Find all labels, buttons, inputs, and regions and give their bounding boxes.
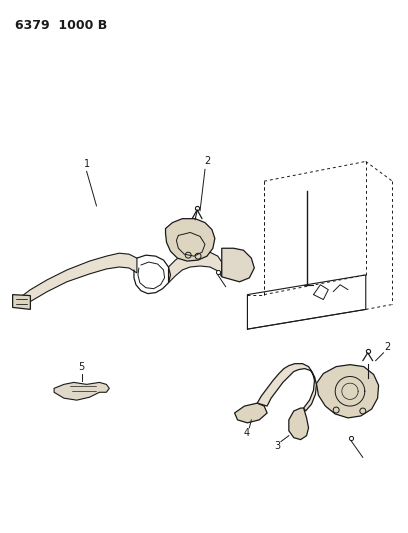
Polygon shape — [235, 403, 267, 423]
Text: 2: 2 — [204, 157, 210, 166]
Polygon shape — [257, 364, 317, 411]
Polygon shape — [13, 295, 31, 310]
Text: 2: 2 — [384, 342, 390, 352]
Polygon shape — [317, 365, 379, 418]
Polygon shape — [222, 248, 254, 282]
Text: 5: 5 — [79, 361, 85, 372]
Polygon shape — [169, 251, 222, 283]
Polygon shape — [22, 253, 137, 308]
Polygon shape — [166, 219, 215, 261]
Text: 3: 3 — [274, 441, 280, 450]
Text: 4: 4 — [243, 427, 249, 438]
Text: 1: 1 — [84, 159, 90, 169]
Polygon shape — [54, 382, 109, 400]
Polygon shape — [289, 408, 308, 440]
Text: 6379  1000 B: 6379 1000 B — [15, 19, 107, 33]
